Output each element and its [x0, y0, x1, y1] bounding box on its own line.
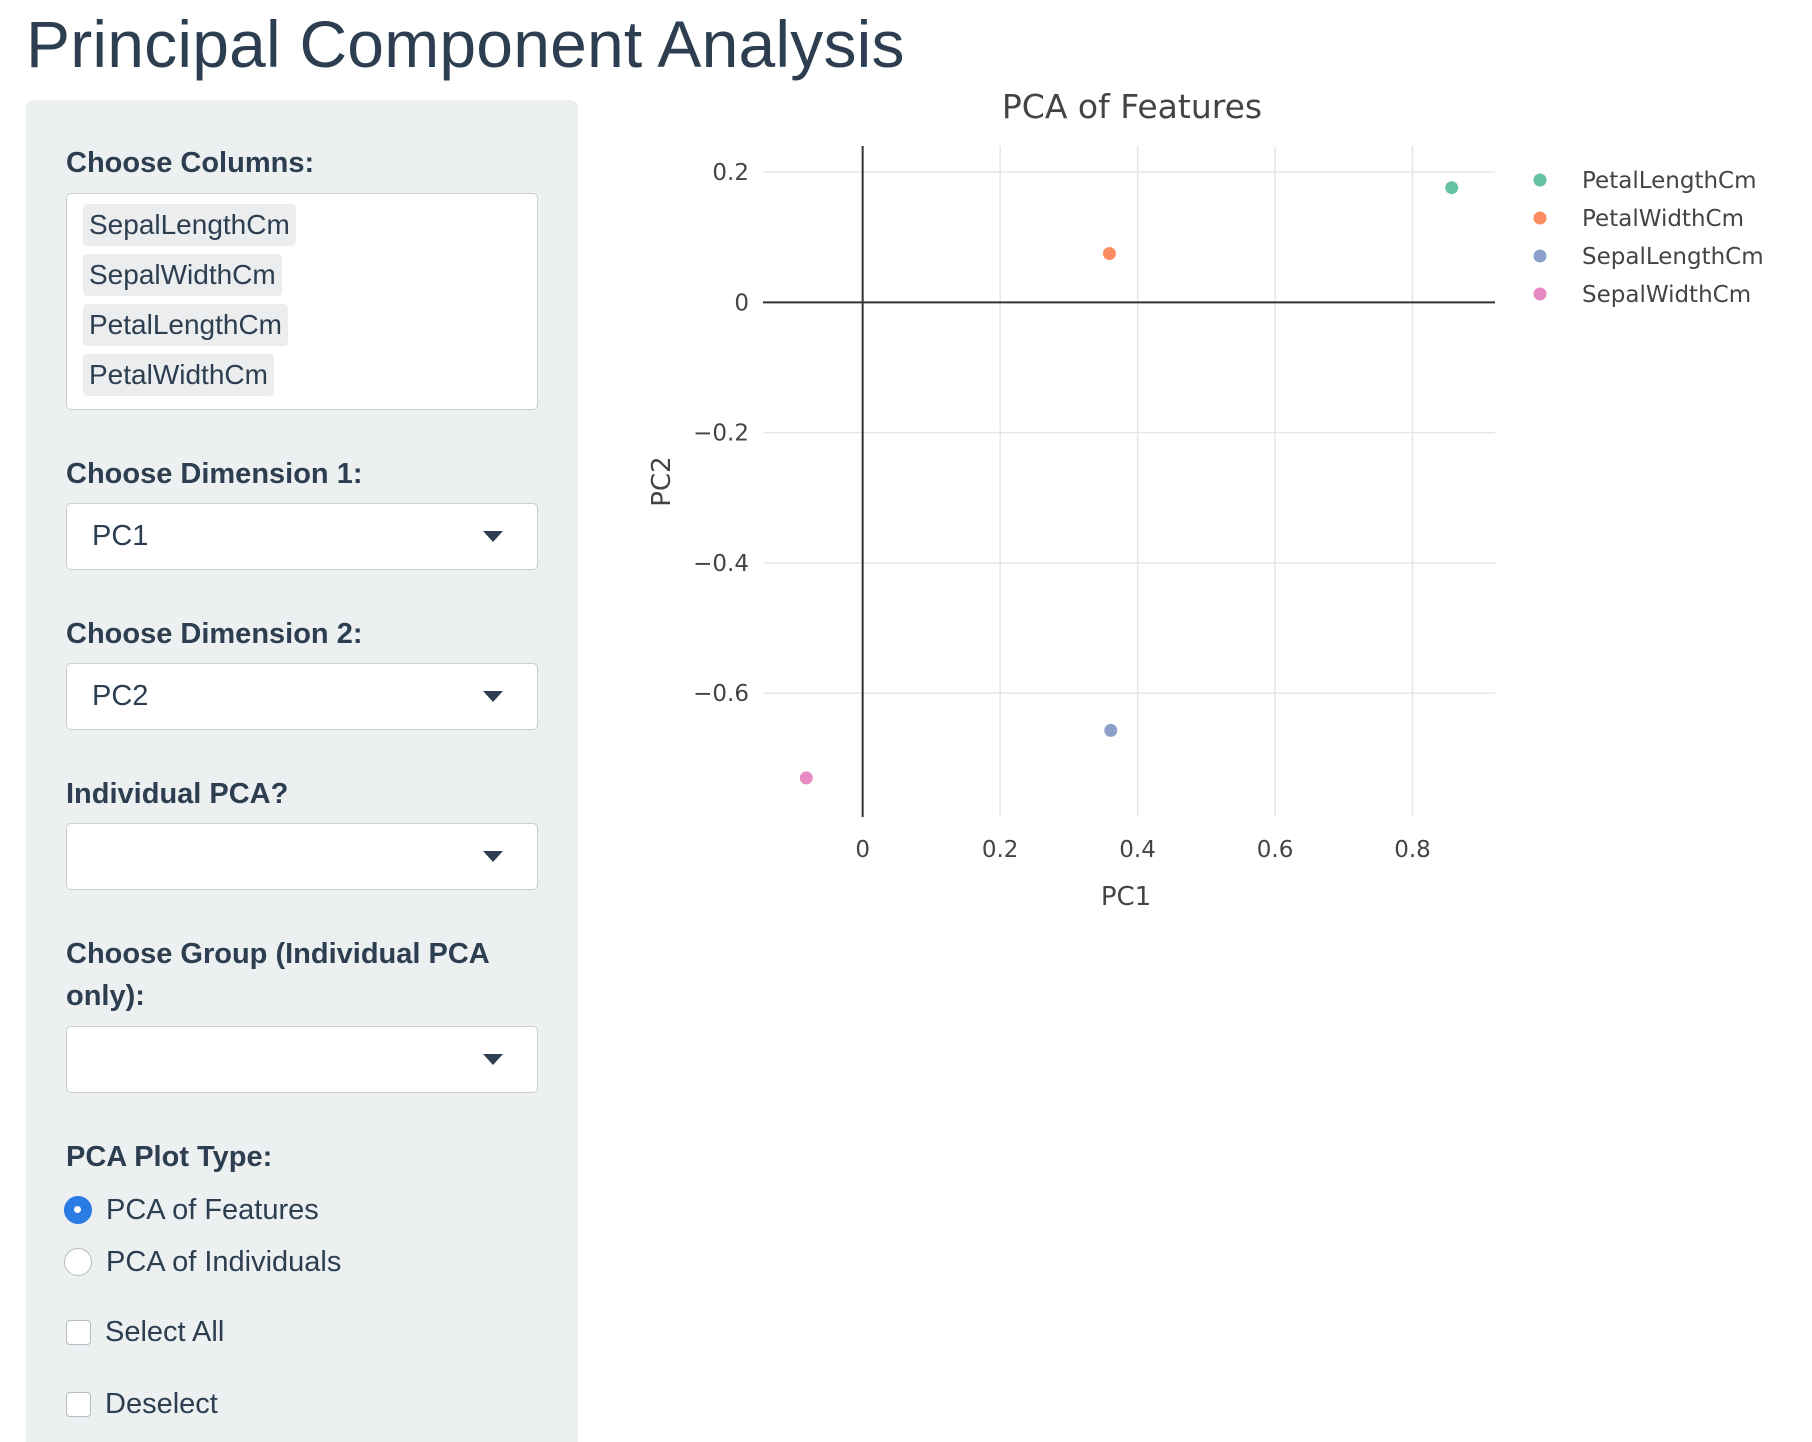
- point-sepallengthcm: [1104, 723, 1118, 737]
- pca-scatter-chart: 0 0.2 0.4 0.6 0.8 0.2 0 −0.2 −0.4 −0.6 PCA of Feat…: [620, 80, 1812, 920]
- column-chip-sepal-length[interactable]: SepalLengthCm: [83, 204, 296, 246]
- dimension2-value: PC2: [92, 680, 149, 712]
- y-tick-label: −0.4: [693, 551, 749, 577]
- dimension1-value: PC1: [92, 520, 149, 552]
- page-title: Principal Component Analysis: [26, 7, 905, 81]
- y-tick-label: −0.2: [693, 421, 749, 447]
- legend-label-sepallengthcm: SepalLengthCm: [1582, 244, 1764, 270]
- dimension2-label: Choose Dimension 2:: [66, 618, 363, 650]
- legend-label-petalwidthcm: PetalWidthCm: [1582, 206, 1744, 232]
- legend-marker-sepallengthcm: [1533, 249, 1547, 263]
- radio-pca-features[interactable]: PCA of Features: [64, 1190, 319, 1230]
- y-axis-title: PC2: [647, 456, 677, 506]
- radio-pca-individuals[interactable]: PCA of Individuals: [64, 1242, 341, 1282]
- x-tick-label: 0.8: [1394, 837, 1431, 863]
- caret-down-icon: [483, 1054, 503, 1065]
- choose-group-label: Choose Group (Individual PCA only):: [66, 938, 489, 1012]
- plot-type-label: PCA Plot Type:: [66, 1141, 273, 1173]
- x-tick-label: 0.4: [1119, 837, 1156, 863]
- point-sepalwidthcm: [799, 771, 813, 785]
- legend-label-petallengthcm: PetalLengthCm: [1582, 168, 1757, 194]
- legend-marker-sepalwidthcm: [1533, 287, 1547, 301]
- x-tick-label: 0.2: [982, 837, 1019, 863]
- x-tick-label: 0: [855, 837, 870, 863]
- column-chip-petal-length[interactable]: PetalLengthCm: [83, 304, 289, 346]
- point-petalwidthcm: [1102, 246, 1116, 260]
- caret-down-icon: [483, 851, 503, 862]
- column-chip-petal-width[interactable]: PetalWidthCm: [83, 354, 274, 396]
- dimension1-select[interactable]: PC1: [66, 503, 538, 570]
- checkbox-icon[interactable]: [66, 1319, 91, 1345]
- y-tick-label: −0.6: [693, 681, 749, 707]
- radio-pca-individuals-label: PCA of Individuals: [106, 1245, 342, 1278]
- radio-unselected-icon[interactable]: [64, 1248, 92, 1276]
- x-axis-title: PC1: [1101, 882, 1151, 912]
- caret-down-icon: [483, 531, 503, 542]
- dimension1-label: Choose Dimension 1:: [66, 458, 363, 490]
- deselect-checkbox[interactable]: Deselect: [64, 1384, 218, 1424]
- column-chip-sepal-width[interactable]: SepalWidthCm: [83, 254, 282, 296]
- group-select[interactable]: [66, 1026, 538, 1093]
- point-petallengthcm: [1445, 181, 1459, 195]
- individual-pca-select[interactable]: [66, 823, 538, 890]
- radio-pca-features-label: PCA of Features: [106, 1193, 319, 1226]
- y-tick-label: 0: [734, 290, 749, 316]
- legend-marker-petallengthcm: [1533, 173, 1547, 187]
- select-all-checkbox[interactable]: Select All: [64, 1312, 224, 1352]
- x-tick-label: 0.6: [1257, 837, 1294, 863]
- individual-pca-label: Individual PCA?: [66, 778, 289, 810]
- chart-title: PCA of Features: [1002, 87, 1262, 126]
- select-all-label: Select All: [105, 1315, 225, 1348]
- legend-marker-petalwidthcm: [1533, 211, 1547, 225]
- y-tick-label: 0.2: [712, 160, 749, 186]
- pca-chart-svg: 0 0.2 0.4 0.6 0.8 0.2 0 −0.2 −0.4 −0.6 PCA of Feat…: [647, 87, 1764, 912]
- columns-multiselect[interactable]: SepalLengthCm SepalWidthCm PetalLengthCm…: [66, 193, 538, 410]
- caret-down-icon: [483, 691, 503, 702]
- checkbox-icon[interactable]: [66, 1391, 91, 1417]
- radio-selected-icon[interactable]: [64, 1196, 92, 1224]
- legend-label-sepalwidthcm: SepalWidthCm: [1582, 282, 1751, 308]
- dimension2-select[interactable]: PC2: [66, 663, 538, 730]
- choose-columns-label: Choose Columns:: [66, 147, 315, 179]
- sidebar-panel: Choose Columns: SepalLengthCm SepalWidth…: [26, 100, 578, 1442]
- deselect-label: Deselect: [105, 1387, 218, 1420]
